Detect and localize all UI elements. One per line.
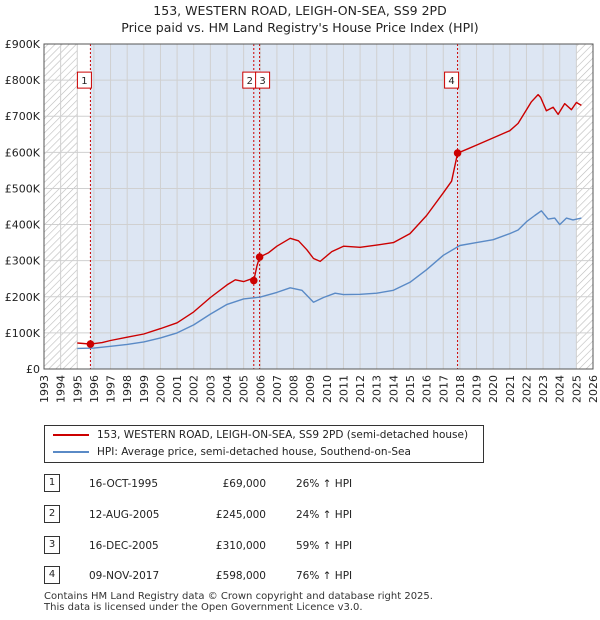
y-tick-label: £0: [26, 363, 40, 376]
transaction-hpi: 76% ↑ HPI: [296, 570, 353, 582]
legend-item-hpi: HPI: Average price, semi-detached house,…: [53, 444, 411, 460]
transaction-date: 09-NOV-2017: [89, 570, 160, 582]
x-tick-label: 2015: [404, 375, 417, 403]
x-tick-label: 2000: [154, 375, 167, 403]
x-tick-label: 2020: [487, 375, 500, 403]
transaction-row: 1 16-OCT-1995 £69,000 26% ↑ HPI: [44, 474, 600, 492]
transaction-number: 4: [44, 566, 60, 584]
transaction-point: [249, 276, 258, 285]
series-line-hpi: [77, 210, 582, 350]
x-tick-label: 2010: [321, 375, 334, 403]
series-line-property: [77, 93, 582, 345]
transaction-date: 16-DEC-2005: [89, 540, 159, 552]
transaction-label-box: [255, 71, 271, 89]
plot-background: [44, 44, 593, 369]
x-tick-label: 2026: [587, 375, 600, 403]
y-tick-label: £700K: [5, 110, 41, 123]
x-tick-label: 2002: [188, 375, 201, 403]
x-tick-label: 2014: [387, 375, 400, 403]
title-line-1: 153, WESTERN ROAD, LEIGH-ON-SEA, SS9 2PD: [153, 3, 447, 18]
x-tick-label: 2005: [238, 375, 251, 403]
transaction-number: 1: [44, 474, 60, 492]
x-tick-label: 1993: [38, 375, 51, 403]
x-tick-label: 1996: [88, 375, 101, 403]
series-lines: [77, 93, 582, 350]
x-tick-label: 1995: [71, 375, 84, 403]
x-tick-label: 2017: [437, 375, 450, 403]
footer-line-2: This data is licensed under the Open Gov…: [44, 602, 363, 613]
x-tick-label: 2009: [304, 375, 317, 403]
y-tick-label: £100K: [5, 327, 41, 340]
x-tick-label: 2018: [454, 375, 467, 403]
ownership-shade: [90, 44, 577, 369]
y-tick-label: £800K: [5, 74, 41, 87]
x-tick-label: 1997: [105, 375, 118, 403]
transaction-label: 3: [259, 76, 265, 87]
x-tick-label: 2008: [288, 375, 301, 403]
legend-label-hpi: HPI: Average price, semi-detached house,…: [97, 446, 411, 458]
x-tick-label: 2011: [337, 375, 350, 403]
transaction-points: [86, 149, 462, 348]
transaction-date: 12-AUG-2005: [89, 509, 160, 521]
y-tick-label: £600K: [5, 146, 41, 159]
transaction-point: [86, 340, 95, 348]
x-tick-label: 2025: [570, 375, 583, 403]
legend-label-property: 153, WESTERN ROAD, LEIGH-ON-SEA, SS9 2PD…: [97, 429, 469, 441]
title-line-2: Price paid vs. HM Land Registry's House …: [121, 20, 479, 35]
hatch-right: [576, 44, 593, 369]
transaction-label: 2: [247, 76, 253, 87]
transaction-row: 3 16-DEC-2005 £310,000 59% ↑ HPI: [44, 536, 600, 554]
x-tick-label: 2023: [537, 375, 550, 403]
x-tick-label: 2012: [354, 375, 367, 403]
chart-title: 153, WESTERN ROAD, LEIGH-ON-SEA, SS9 2PD…: [0, 2, 600, 36]
transaction-number: 3: [44, 536, 60, 554]
y-tick-label: £200K: [5, 291, 41, 304]
y-tick-label: £400K: [5, 219, 41, 232]
x-tick-label: 2004: [221, 375, 234, 403]
x-tick-label: 1998: [121, 375, 134, 403]
x-tick-label: 2003: [204, 375, 217, 403]
legend-swatch-property: [53, 434, 89, 436]
transaction-label-box: [76, 71, 92, 89]
transaction-date: 16-OCT-1995: [89, 478, 158, 490]
x-tick-label: 2016: [421, 375, 434, 403]
x-tick-label: 2022: [520, 375, 533, 403]
y-tick-label: £900K: [5, 38, 41, 51]
transaction-label: 1: [81, 76, 87, 87]
y-tick-label: £300K: [5, 255, 41, 268]
x-tick-label: 2021: [504, 375, 517, 403]
transaction-point: [453, 149, 462, 157]
footer: Contains HM Land Registry data © Crown c…: [44, 591, 433, 613]
axes: £0 £100K £200K £300K £400K £500K £600K £700K £80…: [5, 38, 600, 403]
x-tick-label: 1994: [55, 375, 68, 403]
plot-frame: [43, 43, 594, 370]
transaction-price: £598,000: [215, 570, 266, 582]
transaction-row: 4 09-NOV-2017 £598,000 76% ↑ HPI: [44, 566, 600, 584]
x-tick-label: 1999: [138, 375, 151, 403]
x-tick-label: 2007: [271, 375, 284, 403]
legend: 153, WESTERN ROAD, LEIGH-ON-SEA, SS9 2PD…: [44, 425, 484, 463]
transaction-price: £245,000: [215, 509, 266, 521]
x-tick-label: 2019: [471, 375, 484, 403]
legend-swatch-hpi: [53, 451, 89, 453]
x-tick-label: 2001: [171, 375, 184, 403]
x-tick-label: 2024: [554, 375, 567, 403]
y-tick-label: £500K: [5, 182, 41, 195]
transaction-price: £310,000: [215, 540, 266, 552]
transaction-row: 2 12-AUG-2005 £245,000 24% ↑ HPI: [44, 505, 600, 523]
transaction-hpi: 59% ↑ HPI: [296, 540, 353, 552]
transaction-label: 4: [448, 76, 454, 87]
transaction-hpi: 24% ↑ HPI: [296, 509, 353, 521]
transaction-price: £69,000: [222, 478, 266, 490]
transaction-number: 2: [44, 505, 60, 523]
legend-item-property: 153, WESTERN ROAD, LEIGH-ON-SEA, SS9 2PD…: [53, 427, 468, 443]
transaction-hpi: 26% ↑ HPI: [296, 478, 353, 490]
footer-line-1: Contains HM Land Registry data © Crown c…: [44, 591, 433, 602]
transaction-point: [255, 253, 264, 261]
x-tick-label: 2006: [254, 375, 267, 403]
transaction-label-box: [444, 71, 460, 89]
x-tick-label: 2013: [371, 375, 384, 403]
